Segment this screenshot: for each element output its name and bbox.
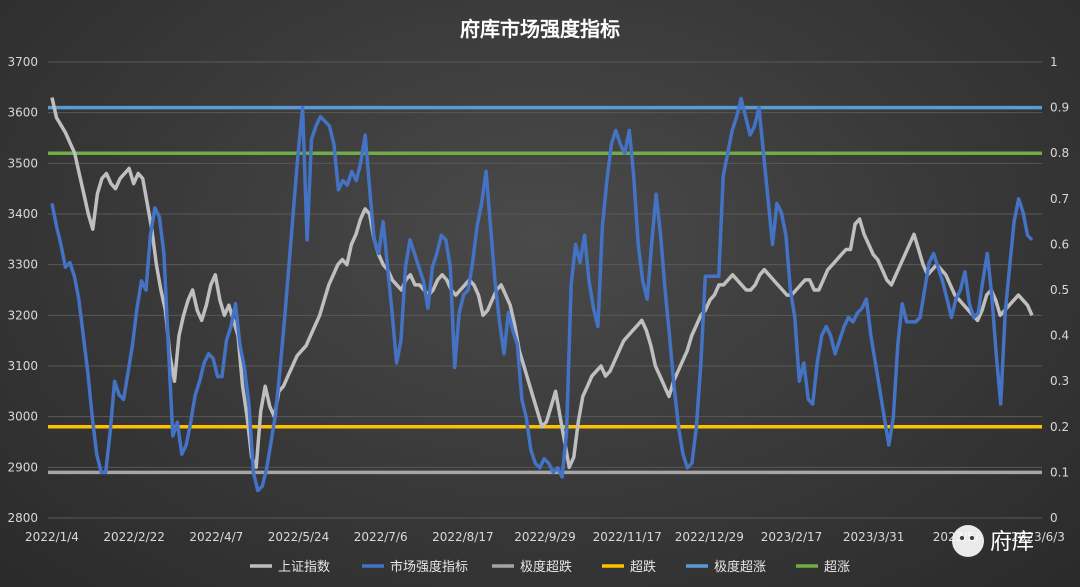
left-tick-label: 3100: [7, 359, 38, 373]
left-tick-label: 3600: [7, 106, 38, 120]
wechat-icon: [952, 525, 984, 557]
left-tick-label: 2900: [7, 460, 38, 474]
x-tick-label: 2022/5/24: [268, 530, 330, 544]
left-tick-label: 3400: [7, 207, 38, 221]
x-tick-label: 2022/4/7: [189, 530, 243, 544]
wechat-icon-eye-left: [960, 536, 964, 540]
legend-label: 极度超涨: [714, 559, 766, 575]
x-tick-label: 2022/11/17: [593, 530, 662, 544]
grid-lines: [48, 61, 1042, 519]
x-tick-label: 2022/9/29: [514, 530, 576, 544]
x-tick-label: 2022/2/22: [103, 530, 165, 544]
left-tick-label: 3200: [7, 308, 38, 322]
x-tick-label: 2022/7/6: [354, 530, 408, 544]
left-tick-label: 2800: [7, 511, 38, 525]
series-line-市场强度指标: [50, 96, 1034, 493]
right-tick-label: 0.4: [1050, 329, 1069, 343]
x-tick-label: 2022/12/29: [675, 530, 744, 544]
legend-label: 超跌: [630, 559, 656, 575]
legend-label: 极度超跌: [520, 559, 572, 575]
legend-label: 超涨: [824, 560, 850, 575]
right-y-axis: 0 0.1 0.2 0.3 0.4 0.5 0.6 0.7 0.8 0.9 1: [1050, 55, 1069, 525]
x-tick-label: 2023/6/3: [1011, 530, 1065, 544]
series-layer: [48, 96, 1042, 493]
legend-label: 上证指数: [278, 560, 330, 575]
right-tick-label: 0.9: [1050, 101, 1069, 115]
legend: 上证指数 市场强度指标 极度超跌 超跌 极度超涨 超涨: [250, 559, 850, 575]
chart-title: 府库市场强度指标: [460, 17, 620, 41]
right-tick-label: 0.1: [1050, 465, 1069, 479]
series-line-上证指数: [50, 97, 1034, 470]
right-tick-label: 0.3: [1050, 374, 1069, 388]
x-tick-label: 2023/3/31: [843, 530, 905, 544]
right-tick-label: 0.7: [1050, 192, 1069, 206]
watermark-text: 府库: [990, 530, 1034, 555]
left-tick-label: 3500: [7, 156, 38, 170]
wechat-icon-eye-right: [970, 536, 974, 540]
left-tick-label: 3300: [7, 258, 38, 272]
watermark: 府库: [952, 525, 1034, 557]
right-tick-label: 0.6: [1050, 237, 1069, 251]
left-tick-label: 3700: [7, 55, 38, 69]
legend-label: 市场强度指标: [390, 559, 468, 575]
right-tick-label: 0.8: [1050, 146, 1069, 160]
x-tick-label: 2022/8/17: [432, 530, 494, 544]
x-tick-label: 2022/1/4: [25, 530, 79, 544]
x-tick-label: 2023/2/17: [761, 530, 823, 544]
left-y-axis: 2800 2900 3000 3100 3200 3300 3400 3500 3600 3700: [7, 55, 38, 525]
right-tick-label: 1: [1050, 55, 1058, 69]
right-tick-label: 0.2: [1050, 420, 1069, 434]
left-tick-label: 3000: [7, 410, 38, 424]
x-axis: 2022/1/4 2022/2/22 2022/4/7 2022/5/24 2022/7…: [25, 530, 1065, 544]
right-tick-label: 0: [1050, 511, 1058, 525]
right-tick-label: 0.5: [1050, 283, 1069, 297]
